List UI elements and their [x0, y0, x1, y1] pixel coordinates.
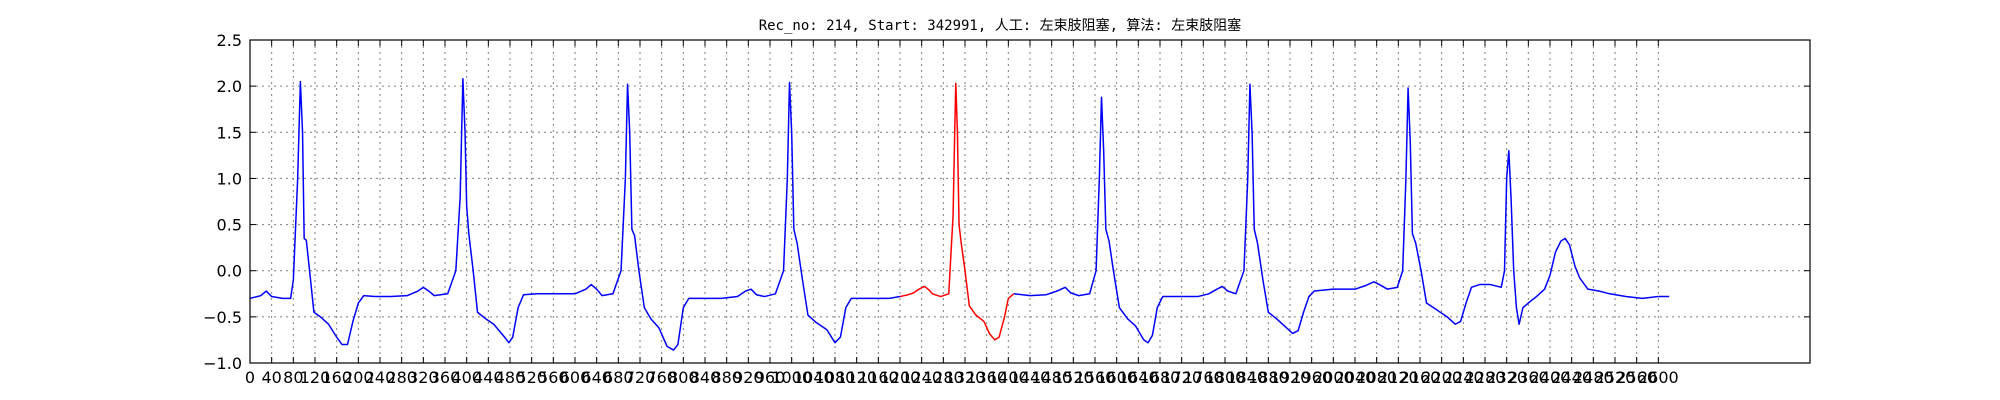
- x-tick-label: 1400: [988, 368, 1029, 387]
- series-line-3: [1013, 83, 1670, 344]
- x-tick-label: 2360: [1508, 368, 1549, 387]
- x-tick-labels: 0 40 8012016020024028032036040044048052056…: [245, 368, 1679, 387]
- x-tick-label: 680: [603, 368, 634, 387]
- x-tick-label: 240: [365, 368, 396, 387]
- x-tick-label: 1080: [815, 368, 856, 387]
- y-tick-label: 0.0: [217, 262, 242, 281]
- y-tick-label: 1.0: [217, 169, 242, 188]
- x-tick-label: 2040: [1335, 368, 1376, 387]
- x-tick-label: 2160: [1400, 368, 1441, 387]
- x-tick-label: 1880: [1248, 368, 1289, 387]
- y-tick-label: 2.5: [217, 31, 242, 50]
- x-tick-label: 2200: [1421, 368, 1462, 387]
- x-tick-label: 1600: [1096, 368, 1137, 387]
- x-tick-label: 1840: [1226, 368, 1267, 387]
- x-tick-label: 2600: [1638, 368, 1679, 387]
- x-tick-label: 1480: [1031, 368, 1072, 387]
- x-tick-label: 40: [261, 368, 281, 387]
- chart-title: Rec_no: 214, Start: 342991, 人工: 左束肢阻塞, 算…: [759, 17, 1242, 34]
- x-tick-label: 1520: [1053, 368, 1094, 387]
- x-tick-label: 400: [451, 368, 482, 387]
- y-tick-label: 0.5: [217, 216, 242, 235]
- series-line-2: [899, 82, 1015, 341]
- x-tick-label: 920: [733, 368, 764, 387]
- x-tick-label: 880: [711, 368, 742, 387]
- series-line-1: [249, 78, 901, 351]
- x-tick-label: 320: [408, 368, 439, 387]
- x-tick-label: 2240: [1443, 368, 1484, 387]
- y-tick-label: 2.0: [217, 77, 242, 96]
- x-tick-label: 1160: [858, 368, 899, 387]
- x-tick-label: 1240: [901, 368, 942, 387]
- x-tick-label: 2480: [1573, 368, 1614, 387]
- grid-layer: [250, 40, 1810, 363]
- x-tick-label: 2080: [1356, 368, 1397, 387]
- x-tick-label: 600: [560, 368, 591, 387]
- x-tick-label: 1800: [1205, 368, 1246, 387]
- x-tick-label: 1960: [1291, 368, 1332, 387]
- series-layer: [249, 78, 1670, 351]
- x-tick-label: 2440: [1551, 368, 1592, 387]
- x-tick-label: 840: [690, 368, 721, 387]
- x-tick-label: 200: [343, 368, 374, 387]
- x-tick-label: 2120: [1378, 368, 1419, 387]
- x-tick-label: 760: [646, 368, 677, 387]
- x-tick-label: 1280: [923, 368, 964, 387]
- y-tick-labels: −1.0 −0.5 0.0 0.5 1.0 1.5 2.0 2.5: [203, 31, 242, 373]
- x-tick-label: 0: [245, 368, 255, 387]
- x-tick-label: 280: [386, 368, 417, 387]
- x-tick-label: 1920: [1270, 368, 1311, 387]
- x-tick-label: 440: [473, 368, 504, 387]
- x-tick-label: 120: [300, 368, 331, 387]
- x-tick-label: 800: [668, 368, 699, 387]
- x-tick-label: 1000: [771, 368, 812, 387]
- x-tick-label: 520: [516, 368, 547, 387]
- y-tick-label: 1.5: [217, 123, 242, 142]
- x-tick-label: 2000: [1313, 368, 1354, 387]
- x-tick-label: 2560: [1616, 368, 1657, 387]
- tick-layer: [249, 39, 1810, 364]
- x-tick-label: 160: [321, 368, 352, 387]
- x-tick-label: 2400: [1530, 368, 1571, 387]
- x-tick-label: 560: [538, 368, 569, 387]
- x-tick-label: 1760: [1183, 368, 1224, 387]
- x-tick-label: 80: [283, 368, 303, 387]
- x-tick-label: 1120: [836, 368, 877, 387]
- x-tick-label: 1560: [1075, 368, 1116, 387]
- x-tick-label: 960: [755, 368, 786, 387]
- x-tick-label: 1320: [945, 368, 986, 387]
- x-tick-label: 2280: [1465, 368, 1506, 387]
- x-tick-label: 480: [495, 368, 526, 387]
- x-tick-label: 1200: [880, 368, 921, 387]
- x-tick-label: 1040: [793, 368, 834, 387]
- x-tick-label: 1720: [1161, 368, 1202, 387]
- x-tick-label: 1640: [1118, 368, 1159, 387]
- x-tick-label: 720: [625, 368, 656, 387]
- x-tick-label: 1680: [1140, 368, 1181, 387]
- x-tick-label: 1440: [1010, 368, 1051, 387]
- x-tick-label: 2520: [1595, 368, 1636, 387]
- y-tick-label: −0.5: [203, 308, 242, 327]
- x-tick-label: 640: [581, 368, 612, 387]
- x-tick-label: 2320: [1486, 368, 1527, 387]
- x-tick-label: 360: [430, 368, 461, 387]
- y-tick-label: −1.0: [203, 354, 242, 373]
- x-tick-label: 1360: [966, 368, 1007, 387]
